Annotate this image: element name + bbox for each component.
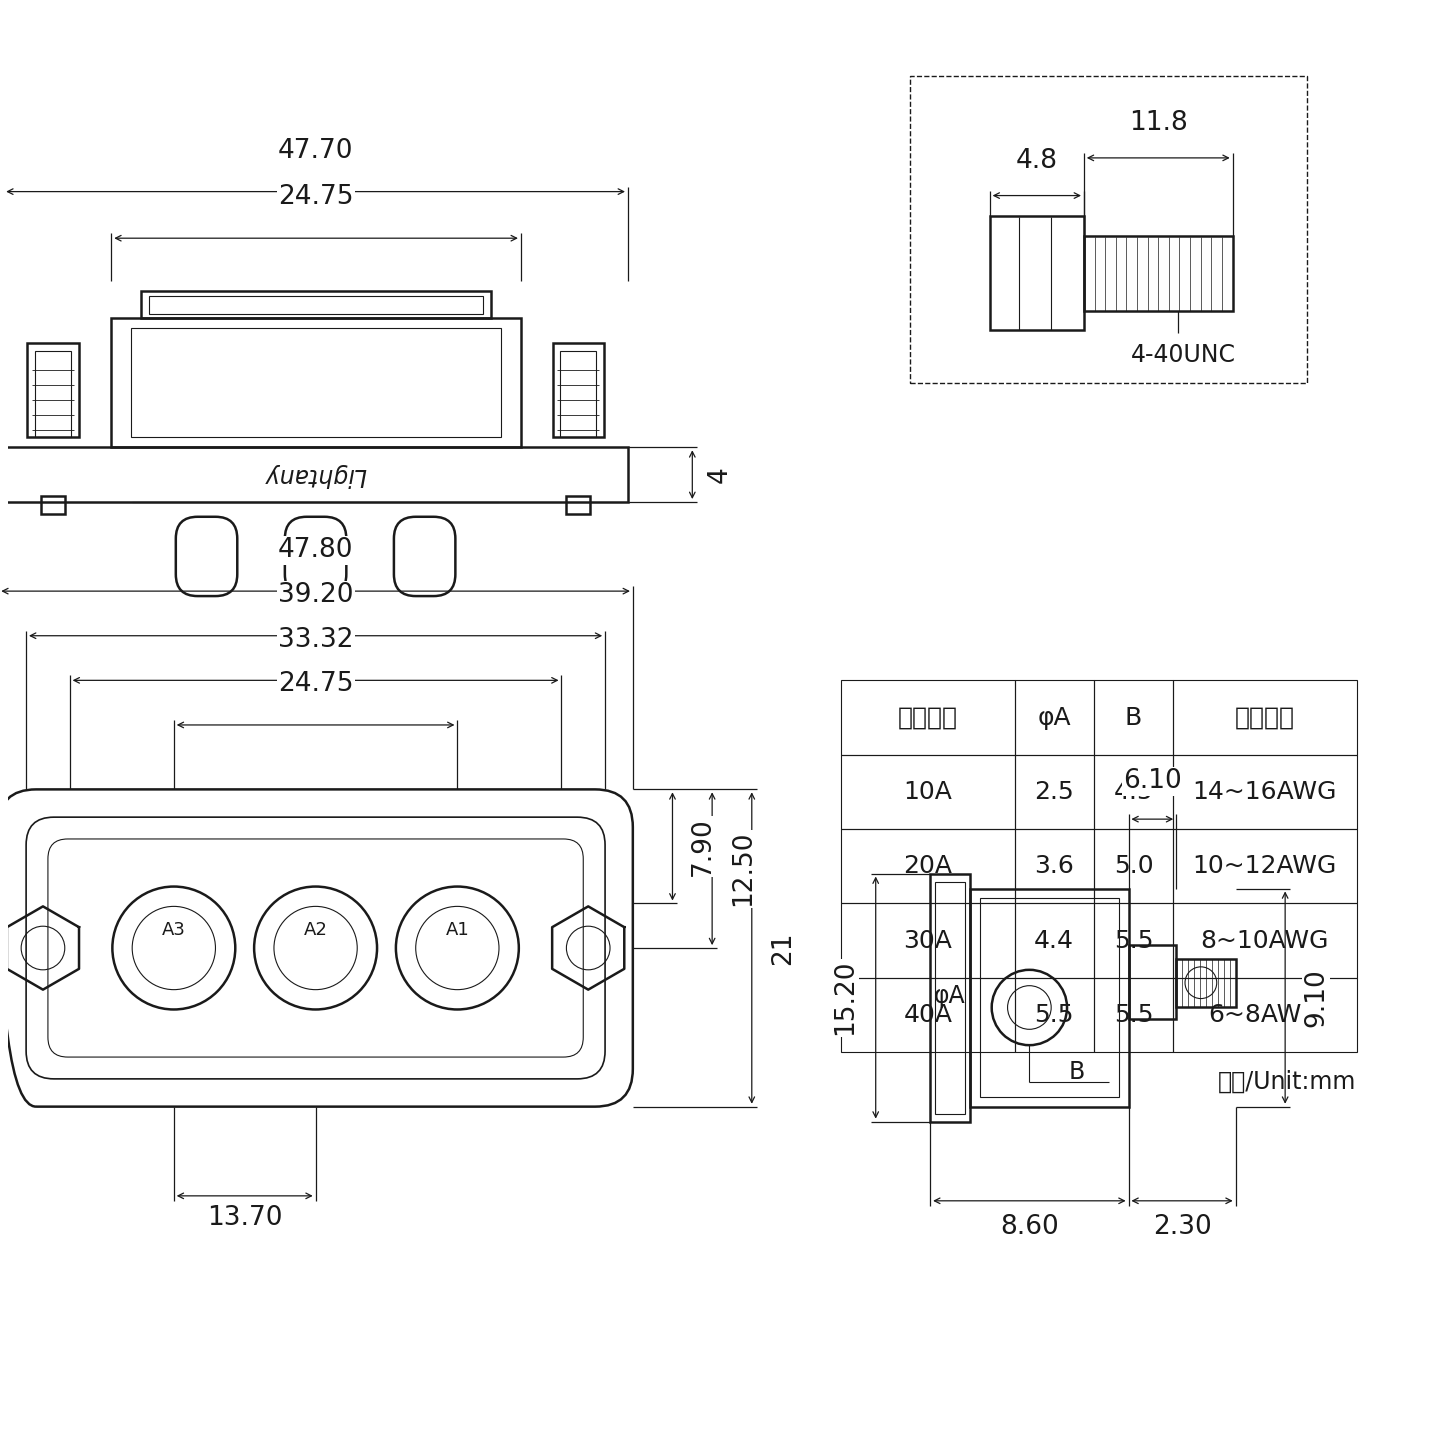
Bar bbox=[35, 351, 71, 438]
Bar bbox=[150, 295, 484, 314]
Text: 4.4: 4.4 bbox=[1034, 929, 1074, 953]
Text: 24.75: 24.75 bbox=[278, 184, 354, 210]
Bar bbox=[3, 448, 628, 503]
Text: 4-40UNC: 4-40UNC bbox=[1130, 343, 1236, 367]
Text: A3: A3 bbox=[161, 922, 186, 939]
Text: 7.90: 7.90 bbox=[690, 816, 716, 876]
Bar bbox=[1015, 755, 1094, 829]
Text: 13.70: 13.70 bbox=[207, 1204, 282, 1231]
Text: 40A: 40A bbox=[903, 1002, 952, 1027]
Bar bbox=[910, 76, 1308, 383]
Text: 10A: 10A bbox=[903, 780, 952, 804]
Bar bbox=[566, 495, 590, 514]
Bar bbox=[1094, 755, 1174, 829]
Text: 21: 21 bbox=[769, 932, 796, 965]
Text: B: B bbox=[1125, 706, 1142, 730]
Text: 4.5: 4.5 bbox=[1113, 780, 1153, 804]
Text: 12.50: 12.50 bbox=[730, 831, 756, 906]
Text: 9.10: 9.10 bbox=[1303, 968, 1329, 1027]
Bar bbox=[1094, 829, 1174, 903]
Text: 20A: 20A bbox=[903, 854, 952, 878]
Text: 2.30: 2.30 bbox=[1152, 1214, 1211, 1240]
Bar bbox=[1094, 680, 1174, 755]
Bar bbox=[141, 291, 491, 318]
Bar bbox=[979, 899, 1119, 1097]
Text: 15.20: 15.20 bbox=[832, 960, 858, 1035]
Text: 8.60: 8.60 bbox=[999, 1214, 1058, 1240]
Text: 8~10AWG: 8~10AWG bbox=[1201, 929, 1329, 953]
Bar bbox=[1015, 903, 1094, 978]
Bar bbox=[841, 755, 1015, 829]
Bar bbox=[935, 881, 965, 1113]
Text: φA: φA bbox=[1037, 706, 1071, 730]
Bar bbox=[1174, 755, 1356, 829]
Text: 33.32: 33.32 bbox=[278, 626, 353, 652]
Bar bbox=[553, 343, 603, 438]
Text: Lightany: Lightany bbox=[265, 464, 367, 487]
Text: B: B bbox=[1068, 1060, 1086, 1084]
Bar bbox=[1174, 978, 1356, 1053]
Bar bbox=[1015, 829, 1094, 903]
Text: 3.6: 3.6 bbox=[1034, 854, 1074, 878]
Text: 5.5: 5.5 bbox=[1034, 1002, 1074, 1027]
Bar bbox=[1015, 978, 1094, 1053]
Text: A2: A2 bbox=[304, 922, 327, 939]
Bar bbox=[841, 680, 1015, 755]
Text: 5.5: 5.5 bbox=[1113, 1002, 1153, 1027]
Bar bbox=[971, 888, 1129, 1106]
Text: 线材规格: 线材规格 bbox=[1236, 706, 1295, 730]
Text: 2.5: 2.5 bbox=[1034, 780, 1074, 804]
Text: 单位/Unit:mm: 单位/Unit:mm bbox=[1218, 1070, 1356, 1094]
Bar bbox=[989, 216, 1084, 330]
Text: 5.0: 5.0 bbox=[1113, 854, 1153, 878]
Bar bbox=[1084, 236, 1233, 311]
Bar bbox=[1094, 978, 1174, 1053]
Bar bbox=[560, 351, 596, 438]
Text: 额定电流: 额定电流 bbox=[897, 706, 958, 730]
Bar bbox=[1094, 903, 1174, 978]
Text: 24.75: 24.75 bbox=[278, 671, 353, 697]
Text: 6~8AWG: 6~8AWG bbox=[1208, 1002, 1320, 1027]
Bar bbox=[1174, 903, 1356, 978]
Bar bbox=[1174, 829, 1356, 903]
Bar bbox=[1015, 680, 1094, 755]
Text: 4: 4 bbox=[707, 467, 733, 482]
Text: 5.5: 5.5 bbox=[1113, 929, 1153, 953]
Text: 39.20: 39.20 bbox=[278, 582, 353, 608]
Text: 47.70: 47.70 bbox=[278, 138, 353, 164]
Bar bbox=[841, 829, 1015, 903]
Text: 4.8: 4.8 bbox=[1015, 148, 1058, 174]
Text: φA: φA bbox=[933, 984, 965, 1008]
Text: 10~12AWG: 10~12AWG bbox=[1192, 854, 1336, 878]
Text: 11.8: 11.8 bbox=[1129, 109, 1188, 137]
Bar bbox=[27, 343, 79, 438]
Bar bbox=[1176, 959, 1236, 1007]
Bar bbox=[111, 318, 521, 448]
Text: 14~16AWG: 14~16AWG bbox=[1192, 780, 1336, 804]
Text: 47.80: 47.80 bbox=[278, 537, 353, 563]
Bar bbox=[841, 978, 1015, 1053]
Bar bbox=[841, 903, 1015, 978]
Text: 30A: 30A bbox=[903, 929, 952, 953]
Bar bbox=[40, 495, 65, 514]
Bar bbox=[1174, 680, 1356, 755]
Text: 6.10: 6.10 bbox=[1123, 769, 1182, 795]
Bar bbox=[131, 328, 501, 438]
Text: A1: A1 bbox=[445, 922, 469, 939]
Bar bbox=[1129, 945, 1176, 1020]
Bar bbox=[930, 874, 971, 1122]
